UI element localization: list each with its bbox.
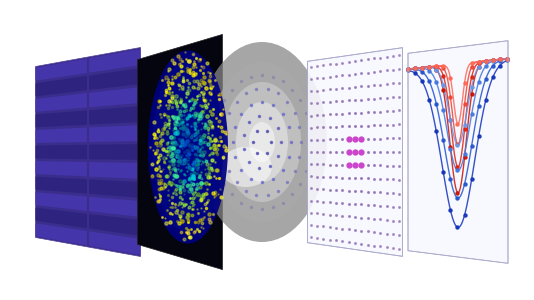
Polygon shape [89,162,140,179]
Polygon shape [89,49,140,73]
Polygon shape [89,144,140,160]
Ellipse shape [157,72,219,222]
Polygon shape [35,208,87,228]
Polygon shape [35,161,87,176]
Polygon shape [35,128,87,143]
Ellipse shape [170,104,206,190]
Ellipse shape [161,82,215,211]
Polygon shape [35,223,87,245]
Ellipse shape [175,115,201,179]
Ellipse shape [220,147,272,187]
Polygon shape [89,68,140,90]
Polygon shape [35,47,140,256]
Ellipse shape [197,42,327,242]
Polygon shape [89,87,140,107]
Polygon shape [35,145,87,159]
Polygon shape [408,41,508,263]
Polygon shape [89,125,140,142]
Polygon shape [89,197,140,217]
Polygon shape [35,76,87,96]
Ellipse shape [210,62,314,222]
Ellipse shape [166,93,210,201]
Polygon shape [89,231,140,255]
Polygon shape [89,106,140,124]
Polygon shape [89,179,140,198]
Ellipse shape [236,102,288,182]
Polygon shape [137,34,223,270]
Ellipse shape [148,50,228,244]
Polygon shape [89,214,140,236]
Polygon shape [35,192,87,211]
Ellipse shape [184,136,192,158]
Polygon shape [308,48,403,256]
Ellipse shape [153,61,224,233]
Polygon shape [35,58,87,81]
Ellipse shape [179,125,197,169]
Polygon shape [35,177,87,194]
Polygon shape [35,93,87,112]
Polygon shape [35,110,87,127]
Ellipse shape [223,82,301,202]
Ellipse shape [249,122,275,162]
